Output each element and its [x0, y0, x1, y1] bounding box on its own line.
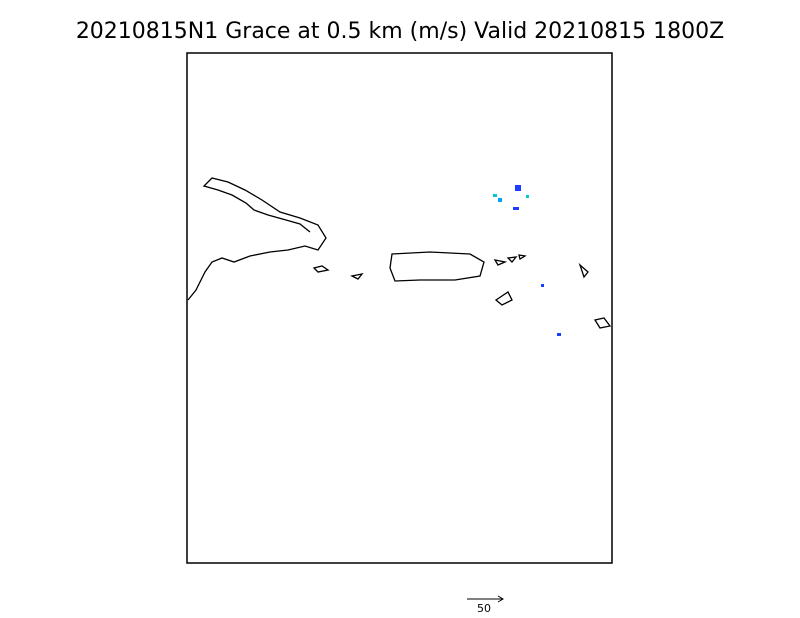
scale-arrow-head	[497, 595, 504, 603]
coastlines	[187, 177, 612, 329]
islet	[350, 273, 364, 280]
hispaniola-coast	[187, 177, 327, 301]
scale-label: 50	[477, 602, 491, 615]
title: 20210815N1 Grace at 0.5 km (m/s) Valid 2…	[76, 19, 724, 44]
shading	[493, 185, 561, 336]
islands	[578, 262, 612, 329]
virgin-islands	[493, 254, 527, 266]
map	[186, 52, 613, 564]
map-frame	[186, 52, 613, 564]
islet	[312, 265, 330, 273]
puerto-rico	[389, 251, 485, 282]
st-croix	[494, 291, 513, 306]
